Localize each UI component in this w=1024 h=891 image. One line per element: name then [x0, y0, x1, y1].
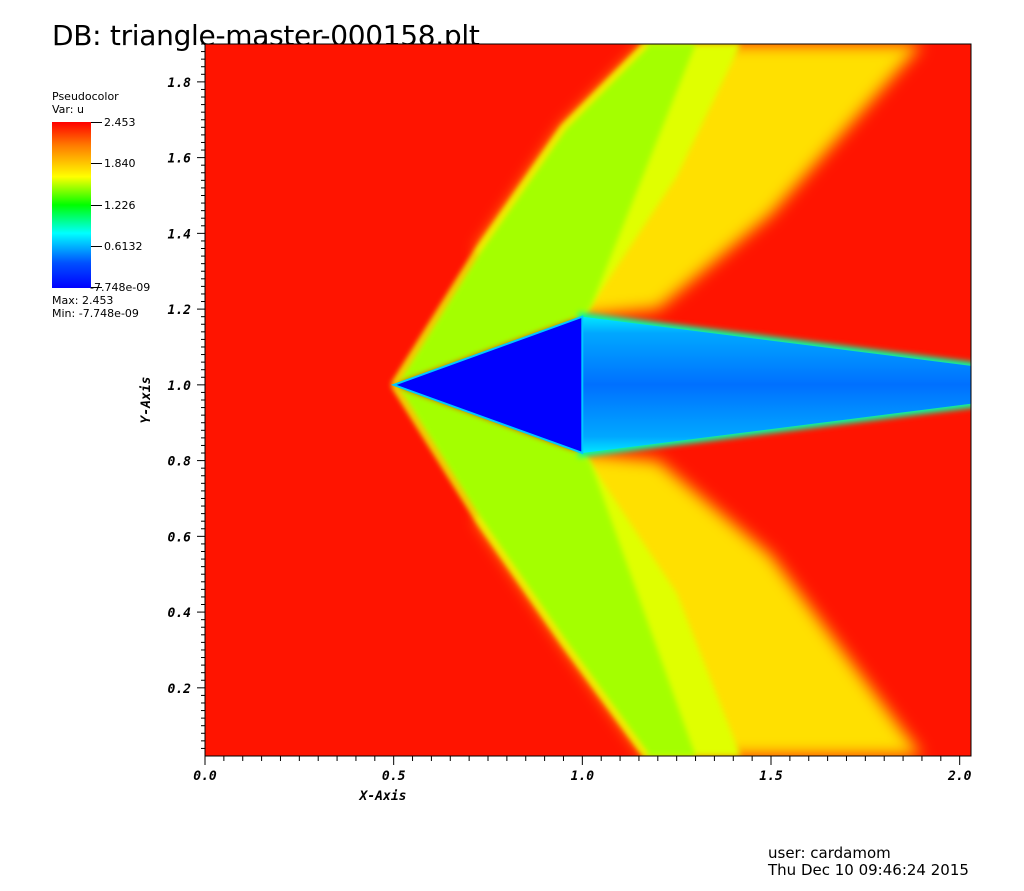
legend-plot-type: Pseudocolor [52, 90, 119, 103]
colorbar-tick-label: 1.226 [104, 199, 136, 212]
legend-variable: Var: u [52, 103, 84, 116]
y-tick-label: 0.8 [168, 455, 192, 470]
y-tick-label: 1.6 [168, 152, 192, 167]
wake-region [582, 316, 971, 453]
y-axis-title: Y-Axis [139, 377, 154, 424]
colorbar-tick-mark [91, 246, 102, 247]
y-tick-label: 1.0 [168, 379, 192, 394]
colorbar-tick-mark [91, 122, 102, 123]
x-tick-label: 1.5 [759, 769, 783, 784]
y-tick-label: 0.2 [168, 682, 192, 697]
bow-shock-upper [391, 44, 649, 387]
x-tick-label: 1.0 [571, 769, 595, 784]
legend-min: Min: -7.748e-09 [52, 307, 139, 320]
y-tick-label: 1.4 [168, 227, 192, 242]
colorbar-tick-mark [91, 163, 102, 164]
colorbar-tick-label: 2.453 [104, 116, 136, 129]
colorbar-tick-label: 1.840 [104, 157, 136, 170]
colorbar [52, 122, 91, 288]
legend-max: Max: 2.453 [52, 294, 114, 307]
x-tick-label: 2.0 [947, 769, 972, 784]
y-tick-label: 0.4 [168, 606, 192, 621]
y-tick-label: 0.6 [168, 530, 192, 545]
colorbar-tick-label: 0.6132 [104, 240, 143, 253]
x-tick-label: 0.5 [382, 769, 406, 784]
y-tick-label: 1.8 [168, 76, 192, 91]
bow-shock-lower [391, 383, 649, 756]
colorbar-tick-mark [91, 287, 102, 288]
footer-user: user: cardamom [768, 844, 891, 862]
post-shock-region [393, 44, 696, 756]
x-axis-title: X-Axis [359, 789, 407, 804]
footer-date: Thu Dec 10 09:46:24 2015 [768, 861, 969, 879]
colorbar-tick-label: -7.748e-09 [90, 281, 151, 294]
colorbar-tick-mark [91, 205, 102, 206]
y-tick-label: 1.2 [168, 303, 192, 318]
x-tick-label: 0.0 [193, 769, 217, 784]
triangle-body [390, 315, 584, 455]
